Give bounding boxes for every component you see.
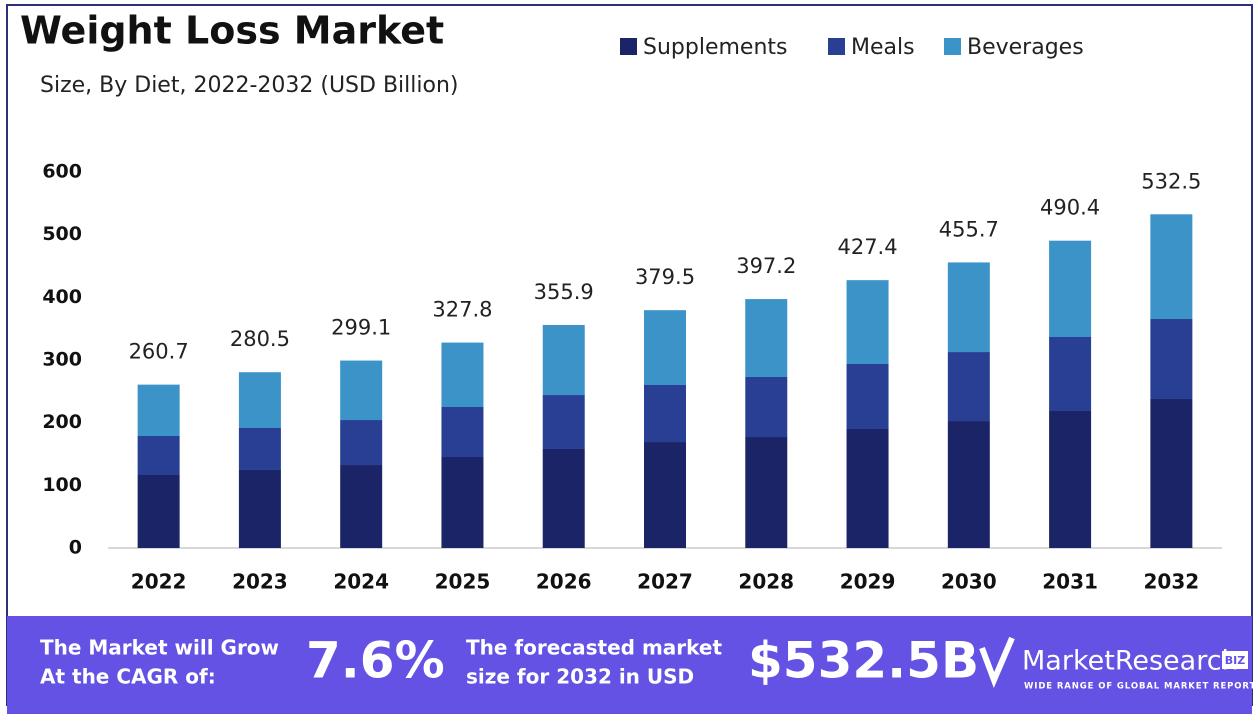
- bar-segment: [542, 395, 585, 449]
- x-tick-label: 2032: [1144, 570, 1200, 594]
- logo-badge-box: [1222, 651, 1248, 669]
- total-label: 490.4: [1040, 196, 1100, 220]
- y-tick-label: 600: [42, 161, 82, 183]
- legend-swatch: [620, 38, 637, 55]
- bar-segment: [340, 465, 383, 548]
- total-label: 455.7: [939, 217, 999, 241]
- logo-badge: BIZ: [1225, 654, 1245, 667]
- bar-segment: [441, 407, 484, 458]
- total-label: 299.1: [331, 316, 391, 340]
- bar-segment: [745, 376, 788, 438]
- bar-segment: [238, 469, 281, 548]
- legend-swatch: [828, 38, 845, 55]
- chart-subtitle: Size, By Diet, 2022-2032 (USD Billion): [40, 73, 458, 98]
- y-tick-label: 100: [42, 474, 82, 496]
- cagr-value: 7.6%: [306, 632, 445, 690]
- total-label: 280.5: [230, 327, 290, 351]
- bar-segment: [137, 474, 180, 548]
- legend-label: Meals: [851, 35, 915, 60]
- y-tick-label: 0: [69, 537, 82, 559]
- bar-segment: [644, 442, 686, 548]
- bar-segment: [947, 262, 990, 353]
- x-tick-label: 2024: [333, 570, 389, 594]
- bar-segment: [745, 437, 788, 548]
- bar-segment: [1049, 411, 1092, 548]
- x-tick-label: 2026: [536, 570, 592, 594]
- bar-segment: [1150, 319, 1193, 399]
- y-tick-label: 500: [42, 223, 82, 245]
- x-tick-label: 2028: [738, 570, 794, 594]
- bar-segment: [238, 372, 281, 428]
- x-tick-label: 2023: [232, 570, 288, 594]
- y-tick-label: 300: [42, 349, 82, 371]
- bar-segment: [1049, 240, 1092, 338]
- legend-label: Beverages: [967, 35, 1084, 60]
- total-label: 355.9: [534, 280, 594, 304]
- x-tick-label: 2029: [840, 570, 896, 594]
- cagr-text: The Market will Grow: [40, 636, 279, 660]
- bar-segment: [644, 310, 686, 386]
- logo-tagline: WIDE RANGE OF GLOBAL MARKET REPORTS: [1024, 682, 1259, 692]
- chart-title: Weight Loss Market: [20, 9, 444, 53]
- bar-segment: [1150, 214, 1193, 320]
- forecast-text: size for 2032 in USD: [466, 665, 694, 689]
- bar-segment: [542, 324, 585, 396]
- total-label: 327.8: [432, 298, 492, 322]
- legend-swatch: [944, 38, 961, 55]
- x-tick-label: 2022: [131, 570, 187, 594]
- bar-segment: [644, 385, 686, 443]
- y-tick-label: 400: [42, 286, 82, 308]
- bar-segment: [846, 280, 889, 365]
- bar-segment: [745, 299, 788, 377]
- x-tick-label: 2030: [941, 570, 997, 594]
- y-tick-label: 200: [42, 411, 82, 433]
- x-tick-label: 2027: [637, 570, 693, 594]
- total-label: 397.2: [736, 254, 796, 278]
- bar-segment: [1049, 337, 1092, 412]
- logo-icon: [979, 636, 1015, 689]
- bar-segment: [1150, 398, 1193, 548]
- bar-segment: [441, 342, 484, 407]
- legend-label: Supplements: [643, 35, 787, 60]
- bar-segment: [947, 352, 990, 422]
- bar-segment: [846, 428, 889, 548]
- bar-segment: [542, 448, 585, 548]
- total-label: 379.5: [635, 265, 695, 289]
- bar-segment: [340, 360, 383, 421]
- bar-segment: [846, 364, 889, 429]
- bar-segment: [137, 436, 180, 475]
- bar-segment: [340, 420, 383, 466]
- total-label: 260.7: [129, 340, 189, 364]
- cagr-text: At the CAGR of:: [40, 665, 216, 689]
- logo-name: MarketResearch: [1022, 646, 1239, 677]
- footer-band: [7, 616, 1252, 714]
- bar-segment: [441, 457, 484, 548]
- forecast-value: $532.5B: [748, 632, 979, 690]
- bar-segment: [947, 421, 990, 548]
- x-tick-label: 2031: [1042, 570, 1098, 594]
- forecast-text: The forecasted market: [466, 636, 722, 660]
- total-label: 427.4: [837, 235, 897, 259]
- bar-segment: [238, 427, 281, 470]
- bar-segment: [137, 384, 180, 437]
- total-label: 532.5: [1141, 169, 1201, 193]
- x-tick-label: 2025: [435, 570, 491, 594]
